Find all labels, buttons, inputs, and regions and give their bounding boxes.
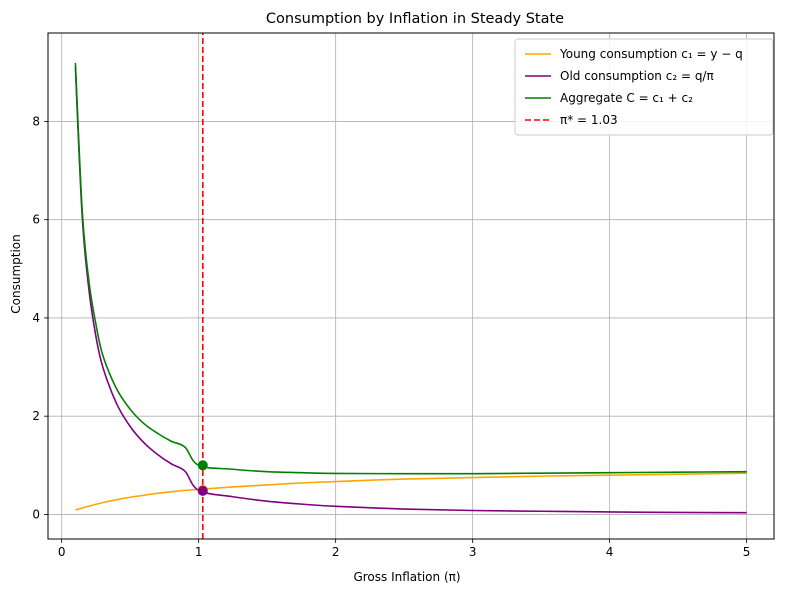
legend-box (514, 38, 774, 136)
y-tick-label-0: 0 (32, 507, 40, 521)
y-tick-label-1: 2 (32, 409, 40, 423)
axes-frame (47, 32, 775, 540)
ticks: 0 1 2 3 4 5 0 2 4 6 8 (32, 114, 750, 559)
steady-state-marker-2 (197, 485, 208, 496)
legend-label-3: π* = 1.03 (560, 113, 618, 127)
y-tick-label-2: 4 (32, 311, 40, 325)
chart-title: Consumption by Inflation in Steady State (266, 11, 564, 27)
y-tick-label-4: 8 (32, 114, 40, 128)
x-tick-label-4: 4 (606, 545, 614, 559)
old-consumption-line (74, 67, 747, 514)
legend-label-1: Old consumption c₂ = q/π (560, 69, 714, 83)
steady-state-marker-0 (197, 460, 208, 471)
plot-area (74, 33, 747, 539)
aggregate-consumption-line (74, 62, 747, 475)
x-tick-label-0: 0 (58, 545, 66, 559)
legend-label-0: Young consumption c₁ = y − q (559, 47, 743, 61)
x-tick-label-1: 1 (195, 545, 203, 559)
x-tick-label-2: 2 (332, 545, 340, 559)
legend-label-2: Aggregate C = c₁ + c₂ (560, 91, 693, 105)
x-axis-label: Gross Inflation (π) (353, 570, 460, 584)
x-tick-label-3: 3 (469, 545, 477, 559)
y-tick-label-3: 6 (32, 213, 40, 227)
legend: Young consumption c₁ = y − q Old consumpt… (514, 38, 774, 136)
y-axis-label: Consumption (9, 234, 23, 313)
x-tick-label-5: 5 (743, 545, 751, 559)
young-consumption-line (75, 472, 747, 511)
